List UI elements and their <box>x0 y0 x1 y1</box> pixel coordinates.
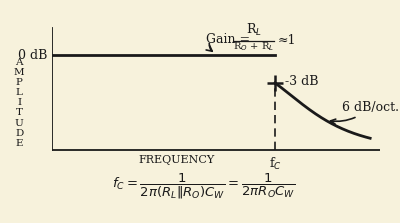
Text: E: E <box>16 139 23 148</box>
Text: M: M <box>14 68 24 77</box>
Text: $f_C = \dfrac{1}{2\pi(R_L\|R_O)C_W} = \dfrac{1}{2\pi R_O C_W}$: $f_C = \dfrac{1}{2\pi(R_L\|R_O)C_W} = \d… <box>112 172 296 201</box>
Text: U: U <box>15 118 24 128</box>
Text: T: T <box>16 108 23 118</box>
Text: 0 dB: 0 dB <box>18 49 47 62</box>
Text: I: I <box>17 98 21 107</box>
Text: A: A <box>16 58 23 67</box>
Text: R$_L$: R$_L$ <box>246 22 262 38</box>
Text: L: L <box>16 88 23 97</box>
Text: D: D <box>15 129 23 138</box>
Text: f$_C$: f$_C$ <box>269 155 282 171</box>
Text: Gain =: Gain = <box>206 33 254 46</box>
Text: -3 dB: -3 dB <box>285 75 318 88</box>
Text: ≈1: ≈1 <box>277 34 296 47</box>
Text: 6 dB/oct.: 6 dB/oct. <box>330 101 399 124</box>
Text: P: P <box>16 78 23 87</box>
Text: R$_O$ + R$_L$: R$_O$ + R$_L$ <box>233 41 274 53</box>
Text: FREQUENCY: FREQUENCY <box>138 155 215 165</box>
